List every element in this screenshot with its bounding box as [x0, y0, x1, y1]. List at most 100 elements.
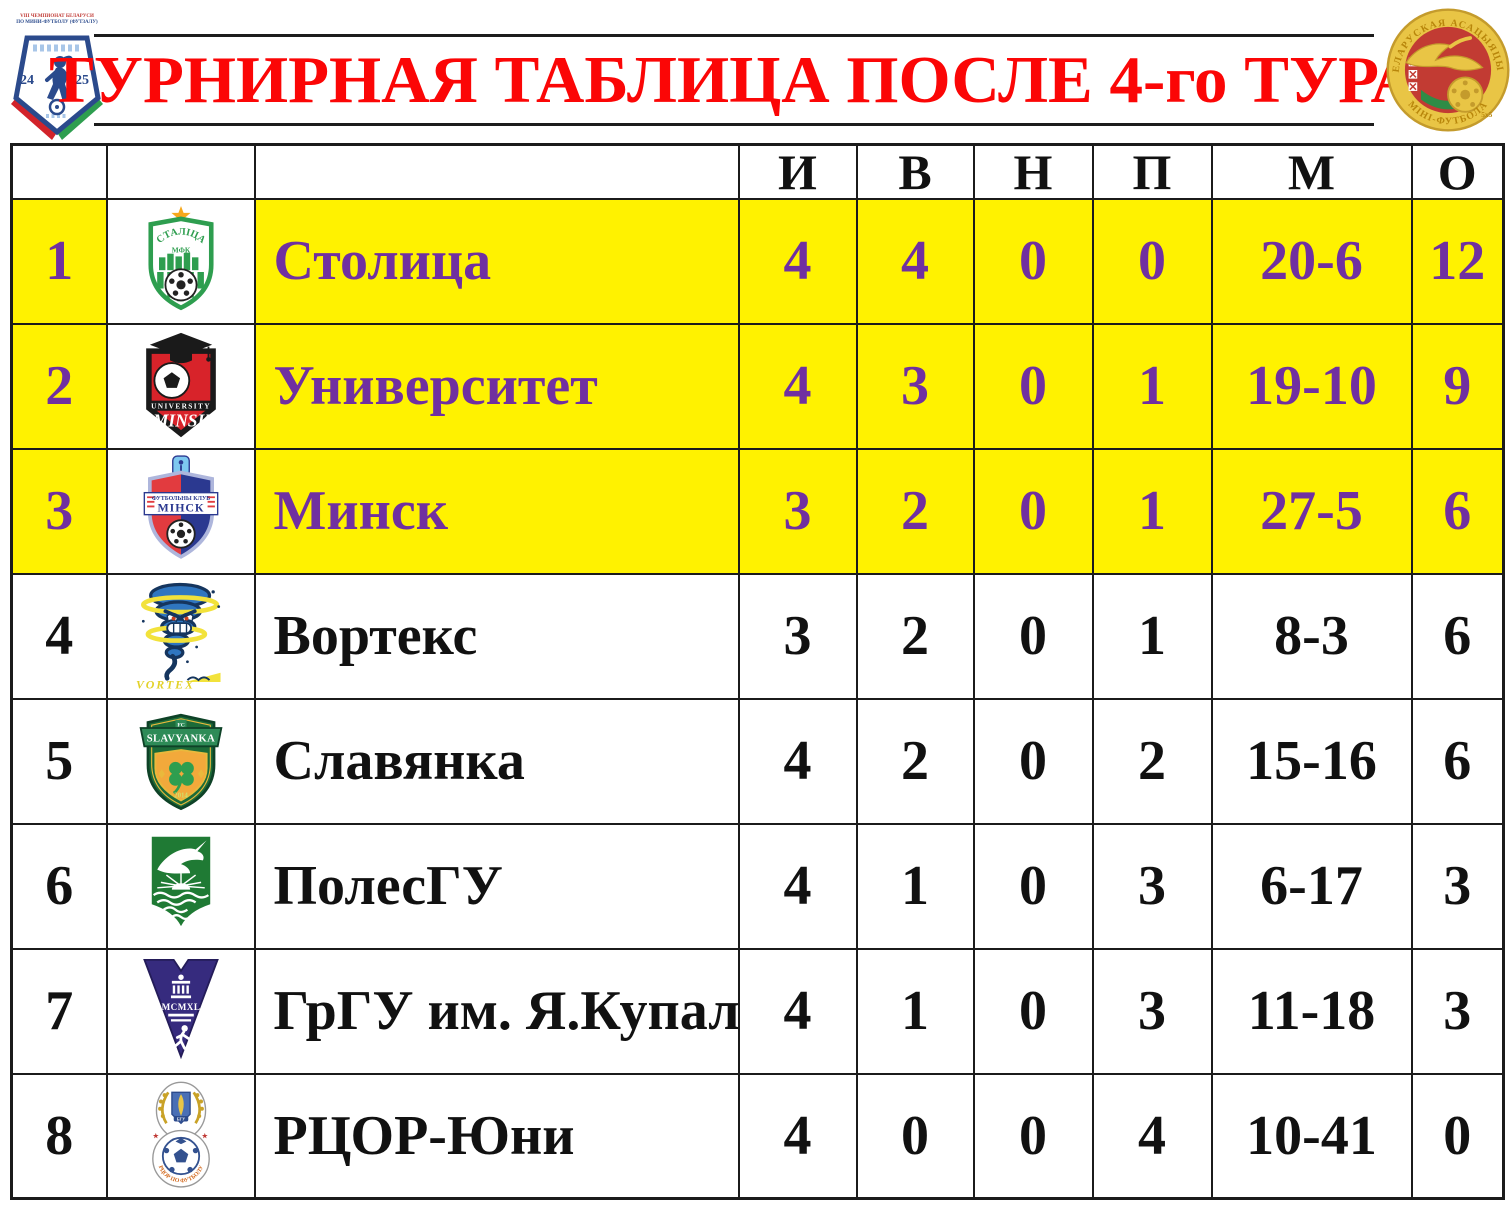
logo-text: UNIVERSITY: [151, 401, 211, 410]
stat-goals: 15-16: [1210, 697, 1413, 825]
logo-text: FC: [177, 723, 184, 729]
team-logo-cell: БГУ ★ ★ РЦОР ПО ФУТБОЛУ: [105, 1072, 256, 1200]
stat-wins: 2: [855, 447, 975, 575]
table-row: 2 UNIVERSITY MINSK Университет: [10, 322, 1505, 450]
position-cell: 1: [10, 197, 108, 325]
stat-losses: 0: [1091, 197, 1213, 325]
logo-text: ФУТБОЛЬНЫ КЛУБ: [151, 496, 210, 502]
col-header-points: О: [1410, 143, 1505, 200]
stat-points: 6: [1410, 572, 1505, 700]
stat-goals: 19-10: [1210, 322, 1413, 450]
stat-wins: 2: [855, 572, 975, 700]
stat-points: 9: [1410, 322, 1505, 450]
stat-goals: 20-6: [1210, 197, 1413, 325]
stat-points: 0: [1410, 1072, 1505, 1200]
team-name-cell: Университет: [253, 322, 740, 450]
badge-caption: VIII ЧЕМПИОНАТ БЕЛАРУСИ: [20, 14, 94, 19]
position-cell: 4: [10, 572, 108, 700]
stat-draws: 0: [972, 822, 1094, 950]
stat-wins: 0: [855, 1072, 975, 1200]
team-name-cell: Вортекс: [253, 572, 740, 700]
table-row: 7 MCMXL: [10, 947, 1505, 1075]
stat-losses: 3: [1091, 822, 1213, 950]
polesgu-logo-icon: [151, 836, 210, 927]
position-cell: 6: [10, 822, 108, 950]
col-header-wins: В: [855, 143, 975, 200]
female-player-icon: [45, 55, 74, 102]
logo-text: MCMXL: [161, 1002, 200, 1012]
logo-text: SLAVYANKA: [146, 734, 215, 745]
col-header-draws: Н: [972, 143, 1094, 200]
badge-caption: ПО МИНИ-ФУТБОЛУ (ФУТЗАЛУ): [16, 20, 98, 25]
team-name-cell: ПолесГУ: [253, 822, 740, 950]
stat-points: 3: [1410, 822, 1505, 950]
table-row: 4: [10, 572, 1505, 700]
grgu-logo-icon: MCMXL: [142, 958, 219, 1060]
team-logo-cell: [105, 822, 256, 950]
team-name-cell: ГрГУ им. Я.Купалы: [253, 947, 740, 1075]
stat-draws: 0: [972, 697, 1094, 825]
svg-text:★: ★: [200, 1133, 207, 1140]
stat-games: 4: [737, 1072, 858, 1200]
year-right: 25: [75, 73, 89, 88]
stat-games: 4: [737, 822, 858, 950]
stat-games: 3: [737, 572, 858, 700]
header-row: И В Н П М О: [10, 143, 1505, 200]
stat-wins: 4: [855, 197, 975, 325]
stat-games: 4: [737, 697, 858, 825]
stat-goals: 6-17: [1210, 822, 1413, 950]
stat-draws: 0: [972, 1072, 1094, 1200]
col-header-goals: М: [1210, 143, 1413, 200]
team-logo-cell: СТАЛІЦА МФК: [105, 197, 256, 325]
stat-losses: 2: [1091, 697, 1213, 825]
stat-points: 12: [1410, 197, 1505, 325]
table-row: 8 БГУ: [10, 1072, 1505, 1200]
title-band: ТУРНИРНАЯ ТАБЛИЦА ПОСЛЕ 4-го ТУРА: [49, 34, 1419, 126]
stat-wins: 3: [855, 322, 975, 450]
table-row: 1 СТАЛІЦА МФК: [10, 197, 1505, 325]
col-header-logo: [105, 143, 256, 200]
position-cell: 2: [10, 322, 108, 450]
stat-draws: 0: [972, 447, 1094, 575]
league-table: И В Н П М О 1 СТАЛІЦА: [10, 143, 1505, 1200]
stork-icon: [1405, 43, 1484, 71]
col-header-losses: П: [1091, 143, 1213, 200]
stat-losses: 1: [1091, 322, 1213, 450]
stat-wins: 1: [855, 822, 975, 950]
stat-goals: 11-18: [1210, 947, 1413, 1075]
stat-wins: 1: [855, 947, 975, 1075]
team-logo-cell: MCMXL: [105, 947, 256, 1075]
stat-draws: 0: [972, 947, 1094, 1075]
stat-games: 4: [737, 197, 858, 325]
table-row: 3 ФУТБОЛЬНЫ КЛУБ МІНСК: [10, 447, 1505, 575]
team-name-cell: РЦОР-Юни: [253, 1072, 740, 1200]
rcor-yuni-logo-icon: БГУ ★ ★ РЦОР ПО ФУТБОЛУ: [151, 1081, 210, 1188]
stork-icon: [156, 840, 207, 874]
stat-goals: 8-3: [1210, 572, 1413, 700]
col-header-team: [253, 143, 740, 200]
slavyanka-logo-icon: FC SLAVYANKA 2014: [139, 713, 222, 811]
position-cell: 5: [10, 697, 108, 825]
col-header-games: И: [737, 143, 858, 200]
year-left: 24: [20, 73, 34, 88]
logo-text: МІНСК: [157, 500, 204, 514]
stat-points: 6: [1410, 697, 1505, 825]
stat-points: 3: [1410, 947, 1505, 1075]
stat-losses: 1: [1091, 572, 1213, 700]
stolitsa-logo-icon: СТАЛІЦА МФК: [147, 206, 214, 311]
feather-icon: [177, 1093, 184, 1116]
logo-text: VORTEX: [135, 677, 194, 691]
stat-losses: 4: [1091, 1072, 1213, 1200]
federation-badge-icon: БЕЛАРУСКАЯ АСАЦЫЯЦЫЯ МІНІ-ФУТБОЛА 5x5: [1380, 0, 1512, 139]
championship-badge-icon: VIII ЧЕМПИОНАТ БЕЛАРУСИ ПО МИНИ-ФУТБОЛУ …: [6, 10, 108, 145]
team-name-cell: Славянка: [253, 697, 740, 825]
page-title: ТУРНИРНАЯ ТАБЛИЦА ПОСЛЕ 4-го ТУРА: [49, 42, 1419, 117]
stat-wins: 2: [855, 697, 975, 825]
clover-icon: [168, 761, 194, 795]
logo-text: 2014: [174, 793, 188, 800]
logo-text: МФК: [171, 246, 190, 255]
team-name-cell: Столица: [253, 197, 740, 325]
position-cell: 8: [10, 1072, 108, 1200]
team-logo-cell: UNIVERSITY MINSK: [105, 322, 256, 450]
